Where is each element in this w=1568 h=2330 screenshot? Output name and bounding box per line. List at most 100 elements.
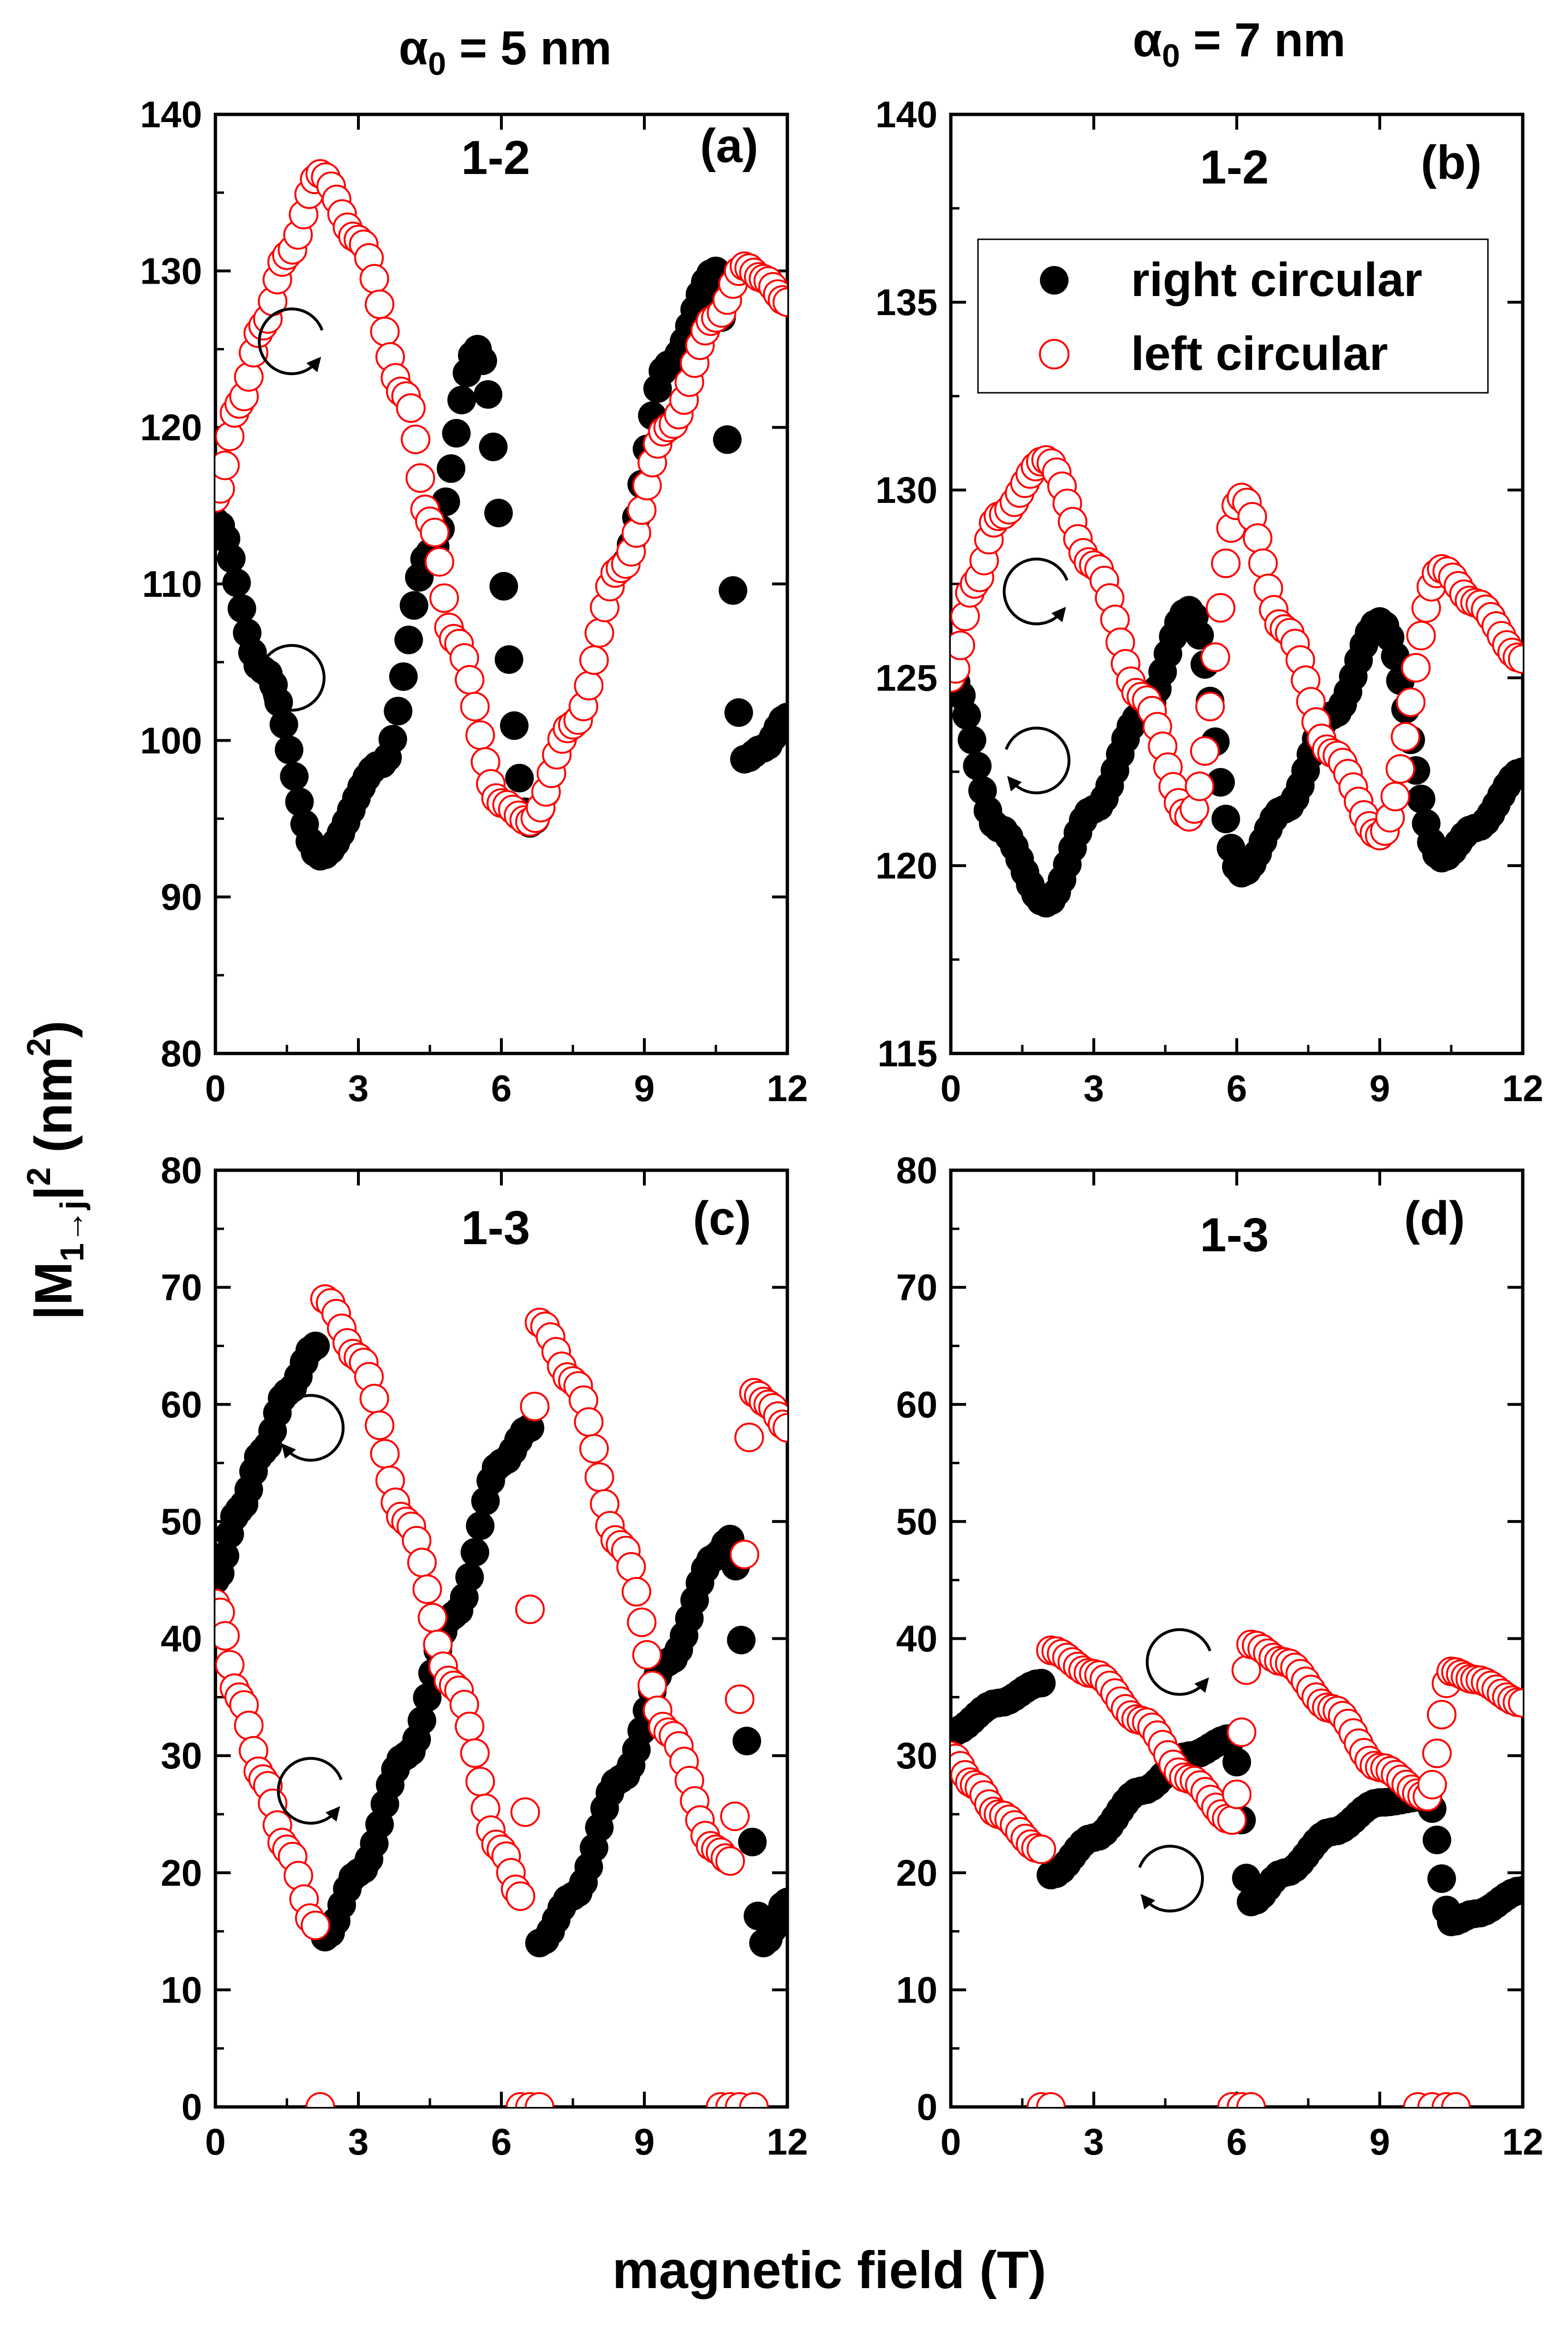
marker-left-circular: [370, 317, 400, 347]
y-tick-label: 70: [896, 1267, 937, 1308]
marker-left-circular: [359, 1383, 389, 1413]
y-axis-title: |M1→j|2 (nm2): [20, 1021, 91, 1320]
marker-left-circular: [1380, 782, 1410, 812]
transition-label: 1-3: [461, 1201, 530, 1255]
y-tick-label: 40: [161, 1618, 202, 1660]
marker-right-circular: [301, 1331, 330, 1360]
marker-right-circular: [957, 726, 987, 755]
marker-left-circular: [215, 1621, 240, 1651]
marker-left-circular: [460, 1738, 490, 1768]
marker-right-circular: [389, 662, 418, 691]
marker-left-circular: [584, 1462, 614, 1492]
y-tick-label: 130: [876, 469, 937, 511]
y-tick-label: 120: [140, 407, 202, 449]
y-tick-label: 60: [896, 1383, 937, 1425]
x-tick-label: 0: [205, 1067, 225, 1109]
marker-left-circular: [632, 1640, 662, 1670]
x-tick-label: 6: [491, 1067, 511, 1109]
marker-right-circular: [384, 696, 413, 726]
marker-zero: [1036, 2092, 1066, 2107]
data-layer: [951, 445, 1523, 918]
marker-left-circular: [1406, 621, 1436, 651]
counter-clockwise-arrow-icon: [1146, 1628, 1212, 1696]
marker-right-circular: [460, 1538, 489, 1567]
marker-left-circular: [1391, 722, 1421, 752]
marker-left-circular: [1201, 642, 1230, 672]
clockwise-arrow-icon: [260, 644, 326, 712]
marker-right-circular: [222, 568, 251, 597]
marker-right-circular: [1027, 1668, 1056, 1697]
marker-left-circular: [465, 720, 495, 750]
marker-left-circular: [406, 463, 435, 493]
marker-left-circular: [465, 1767, 495, 1797]
y-tick-label: 20: [161, 1852, 202, 1894]
marker-right-circular: [275, 736, 304, 765]
marker-left-circular: [396, 393, 426, 423]
marker-zero: [305, 2092, 335, 2107]
panel-label: (d): [1404, 1192, 1465, 1245]
marker-right-circular: [437, 454, 466, 483]
marker-left-circular: [725, 1684, 754, 1714]
marker-left-circular: [365, 1410, 395, 1441]
data-layer: [951, 1629, 1523, 2107]
marker-right-circular: [1423, 1825, 1451, 1854]
marker-left-circular: [1211, 548, 1241, 578]
legend: right circular left circular: [977, 238, 1489, 394]
marker-left-circular: [579, 1434, 609, 1464]
marker-left-circular: [621, 1577, 652, 1607]
panel-label: (c): [693, 1192, 751, 1245]
marker-right-circular: [773, 703, 787, 732]
marker-zero: [525, 2092, 554, 2107]
y-tick-label: 80: [896, 1149, 937, 1191]
marker-left-circular: [455, 665, 485, 695]
marker-right-circular: [952, 701, 981, 730]
marker-left-circular: [637, 1670, 667, 1700]
marker-left-circular: [1027, 1834, 1056, 1864]
marker-left-circular: [773, 1413, 787, 1443]
x-tick-label: 3: [348, 2121, 368, 2163]
marker-left-circular: [1396, 687, 1425, 717]
marker-left-circular: [420, 518, 449, 548]
marker-left-circular: [359, 264, 389, 294]
marker-right-circular: [1508, 1876, 1523, 1905]
marker-left-circular: [574, 1407, 604, 1437]
marker-right-circular: [1212, 805, 1240, 834]
panel-b: 0 3 6 9 12 115 120 125 130 135 140 (b) 1-2: [876, 93, 1544, 1109]
marker-left-circular: [627, 495, 657, 525]
x-tick-label: 9: [634, 2121, 654, 2163]
x-tick-label: 9: [1369, 2121, 1390, 2163]
y-tick-label: 130: [140, 250, 202, 292]
y-tick-label: 140: [876, 93, 937, 135]
marker-right-circular: [1185, 621, 1214, 650]
panel-c: 0 3 6 9 12 0 10 20 30 40 50 60 70 80 (c) 1-3: [161, 1149, 808, 2163]
marker-left-circular: [1401, 653, 1431, 683]
marker-right-circular: [442, 419, 471, 448]
y-tick-label: 0: [917, 2086, 937, 2128]
marker-left-circular: [1217, 1805, 1247, 1835]
marker-right-circular: [447, 386, 476, 415]
marker-left-circular: [460, 692, 490, 722]
marker-left-circular: [407, 1547, 437, 1577]
data-layer: [215, 159, 787, 871]
x-tick-label: 12: [1502, 2121, 1544, 2163]
counter-clockwise-arrow-icon: [1003, 557, 1069, 625]
marker-left-circular: [506, 1881, 535, 1911]
plot-frame: [214, 1168, 789, 2109]
marker-left-circular: [370, 1439, 400, 1469]
y-tick-label: 60: [161, 1383, 202, 1425]
x-tick-label: 9: [1369, 1067, 1390, 1109]
clockwise-arrow-icon: [1138, 1845, 1204, 1912]
marker-right-circular: [1508, 757, 1523, 786]
data-layer: [215, 1284, 787, 2107]
marker-left-circular: [715, 1846, 745, 1876]
panel-d: 0 3 6 9 12 0 10 20 30 40 50 60 70 80 (d) 1-3: [896, 1149, 1543, 2163]
marker-right-circular: [713, 425, 742, 454]
x-axis-title: magnetic field (T): [612, 2241, 1047, 2299]
marker-left-circular: [951, 630, 975, 660]
marker-left-circular: [720, 1801, 750, 1831]
counter-clockwise-arrow-icon: [277, 1757, 343, 1825]
marker-right-circular: [455, 1563, 484, 1592]
marker-right-circular: [468, 346, 497, 375]
marker-zero: [1236, 2092, 1266, 2107]
clockwise-arrow-icon: [279, 1394, 345, 1462]
